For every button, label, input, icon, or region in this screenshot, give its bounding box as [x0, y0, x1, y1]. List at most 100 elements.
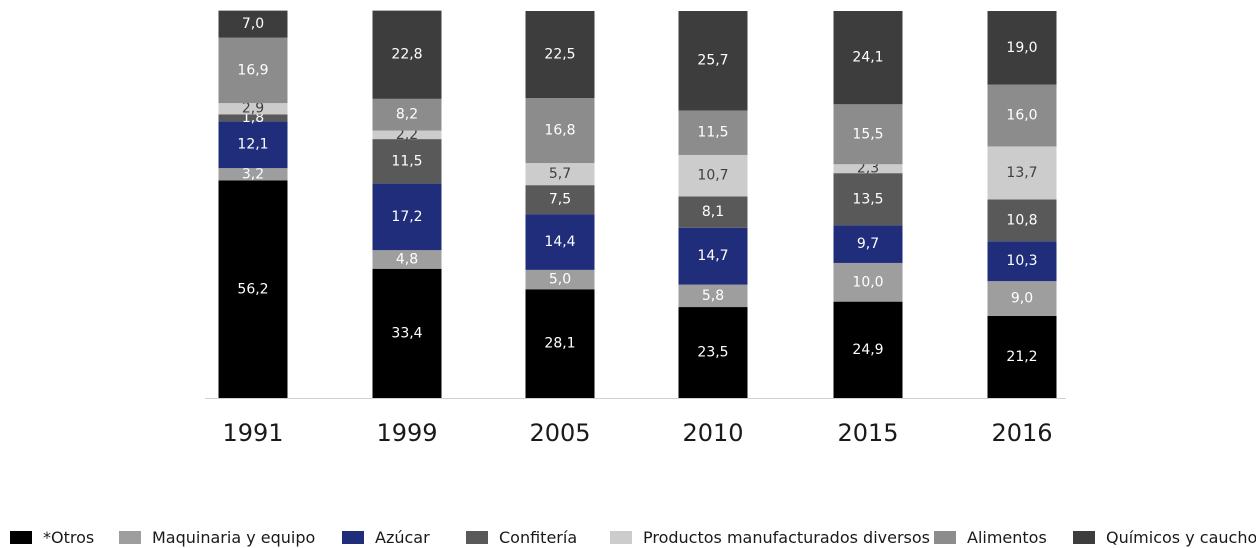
data-label: 7,0: [242, 16, 264, 32]
bar-segment: [218, 121, 288, 169]
data-label: 33,4: [391, 325, 422, 341]
data-label: 24,9: [852, 342, 883, 358]
bar-segment: [987, 146, 1057, 200]
data-label: 25,7: [697, 53, 728, 69]
bar-segment: [218, 168, 288, 181]
data-label: 7,5: [549, 192, 571, 208]
legend-swatch: [10, 530, 32, 544]
category-label: 1991: [222, 419, 283, 447]
bar-segment: [833, 225, 903, 263]
legend-label: Confitería: [499, 527, 578, 547]
legend-item: Alimentos: [934, 526, 1047, 548]
data-label: 12,1: [237, 137, 268, 153]
legend-item: Confitería: [466, 526, 577, 548]
bar-segment: [833, 262, 903, 302]
bar-segment: [525, 289, 595, 398]
legend: *Otros Maquinaria y equipo Azúcar Confiterí…: [0, 526, 1256, 548]
data-label: 9,0: [1011, 291, 1033, 307]
category-label: 2005: [529, 419, 590, 447]
bar-segment: [218, 180, 288, 398]
bar-segment: [218, 114, 288, 122]
data-label: 28,1: [544, 336, 575, 352]
bar-segment: [833, 104, 903, 165]
bar-segment: [372, 10, 442, 99]
bar-segment: [525, 214, 595, 270]
bar-segment: [678, 196, 748, 228]
data-label: 22,8: [391, 47, 422, 63]
data-label: 2,9: [242, 101, 264, 117]
stacked-bar-chart: 56,23,212,11,82,916,97,033,44,817,211,52…: [205, 10, 1066, 447]
legend-item: Químicos y caucho: [1073, 526, 1256, 548]
legend-item: Productos manufacturados diversos: [610, 526, 930, 548]
bar-segment: [987, 281, 1057, 316]
bar-segment: [525, 269, 595, 290]
legend-swatch: [610, 530, 632, 544]
data-label: 2,3: [857, 161, 879, 177]
bar-segment: [833, 173, 903, 226]
bar-segment: [678, 110, 748, 155]
data-label: 2,2: [396, 127, 418, 143]
data-label: 5,8: [702, 288, 724, 304]
bars-group: 56,23,212,11,82,916,97,033,44,817,211,52…: [218, 10, 1057, 398]
legend-swatch: [342, 530, 364, 544]
data-label: 16,8: [544, 123, 575, 139]
bar-segment: [987, 11, 1057, 85]
bar-segment: [218, 37, 288, 104]
category-label: 2010: [682, 419, 743, 447]
data-label: 11,5: [391, 153, 422, 169]
data-label: 8,1: [702, 204, 724, 220]
data-label: 9,7: [857, 236, 879, 252]
data-label: 13,5: [852, 191, 883, 207]
data-label: 56,2: [237, 281, 268, 297]
category-label: 2016: [991, 419, 1052, 447]
legend-item: Maquinaria y equipo: [119, 526, 315, 548]
data-label: 3,2: [242, 166, 264, 182]
category-labels-group: 1991 1999 2005 2010 2015 2016: [222, 419, 1052, 447]
bar-segment: [987, 199, 1057, 242]
data-label: 15,5: [852, 126, 883, 142]
data-label: 5,7: [549, 166, 571, 182]
bar-segment: [678, 307, 748, 398]
bar-segment: [833, 164, 903, 174]
bar-segment: [987, 315, 1057, 398]
bar-segment: [525, 163, 595, 186]
data-label: 14,7: [697, 248, 728, 264]
data-label: 22,5: [544, 47, 575, 63]
bar-segment: [525, 98, 595, 164]
data-label: 21,2: [1006, 349, 1037, 365]
legend-swatch: [934, 530, 956, 544]
legend-label: Alimentos: [967, 527, 1047, 547]
bar-segment: [372, 183, 442, 251]
bar-segment: [833, 301, 903, 398]
bar-segment: [372, 98, 442, 131]
legend-label: Maquinaria y equipo: [152, 527, 316, 547]
data-label: 14,4: [544, 234, 575, 250]
data-label: 10,3: [1006, 253, 1037, 269]
bar-segment: [372, 268, 442, 398]
bar-segment: [678, 154, 748, 197]
legend-swatch: [1073, 530, 1095, 544]
bar-segment: [372, 250, 442, 269]
legend-label: Químicos y caucho: [1106, 527, 1256, 547]
data-label: 19,0: [1006, 40, 1037, 56]
legend-item: *Otros: [10, 526, 94, 548]
data-label: 13,7: [1006, 165, 1037, 181]
data-label: 10,0: [852, 274, 883, 290]
bar-segment: [372, 130, 442, 140]
data-label: 10,8: [1006, 212, 1037, 228]
bar-segment: [987, 241, 1057, 282]
bar-segment: [525, 185, 595, 215]
legend-label: *Otros: [43, 527, 95, 547]
data-label: 10,7: [697, 168, 728, 184]
legend-item: Azúcar: [342, 526, 430, 548]
data-label: 8,2: [396, 107, 418, 123]
legend-swatch: [119, 530, 141, 544]
category-label: 2015: [837, 419, 898, 447]
legend-label: Productos manufacturados diversos: [643, 527, 930, 547]
data-label: 11,5: [697, 125, 728, 141]
bar-segment: [678, 227, 748, 285]
bar-segment: [678, 284, 748, 308]
bar-segment: [525, 11, 595, 99]
data-label: 16,9: [237, 62, 268, 78]
data-label: 4,8: [396, 251, 418, 267]
